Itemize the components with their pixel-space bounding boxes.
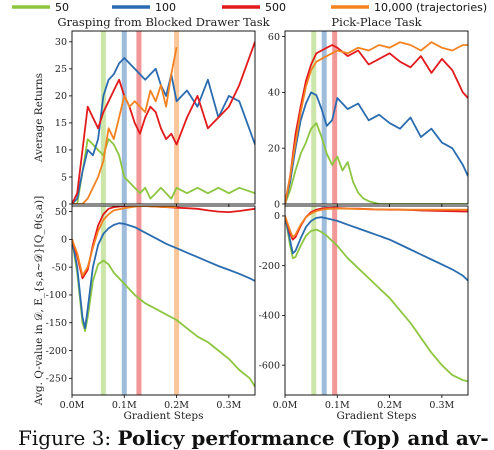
series-group bbox=[285, 41, 468, 204]
xtick-label-2: 0.2M bbox=[377, 400, 402, 411]
ytick-label-3: -100 bbox=[46, 290, 67, 301]
ytick-label-0: -600 bbox=[259, 360, 280, 371]
ytick-label-1: -200 bbox=[46, 346, 67, 357]
ytick-label-4: -50 bbox=[52, 262, 67, 273]
vline-band-2 bbox=[332, 31, 338, 204]
vline-band-0 bbox=[100, 31, 106, 204]
xtick-label-3: 0.3M bbox=[216, 400, 241, 411]
axes-frame bbox=[71, 30, 256, 205]
series-line-2 bbox=[285, 44, 468, 204]
ytick-label-1: -400 bbox=[259, 311, 280, 322]
xtick-label-0: 0.0M bbox=[273, 400, 298, 411]
ytick-label-1: 20 bbox=[268, 143, 280, 154]
ytick-label-6: 30 bbox=[55, 37, 67, 48]
vline-band-1 bbox=[121, 31, 127, 204]
chart-panel-1: 0 20 40 60 Pick-Place Task bbox=[268, 15, 469, 210]
ytick-label-0: -250 bbox=[46, 374, 67, 385]
series-line-3 bbox=[285, 207, 468, 238]
vline-band-2 bbox=[136, 31, 142, 204]
vline-band-2 bbox=[136, 206, 142, 395]
ytick-label-2: 10 bbox=[55, 145, 67, 156]
vline-band-3 bbox=[174, 31, 180, 204]
xtick-label-0: 0.0M bbox=[60, 400, 85, 411]
y-axis-label: Average Returns bbox=[33, 73, 45, 163]
panels: 0 5 10 15 20 25 30 Grasping from Blocked Drawer… bbox=[33, 15, 469, 422]
series-group bbox=[72, 206, 255, 388]
x-axis-label: Gradient Steps bbox=[336, 410, 416, 422]
x-axis-label: Gradient Steps bbox=[123, 410, 203, 422]
chart-panel-0: 0 5 10 15 20 25 30 Grasping from Blocked Drawer… bbox=[33, 15, 271, 210]
y-axis-label: Avg. Q-value in 𝒟, E_{s,a∼𝒟}[Q_θ(s,a)] bbox=[33, 196, 45, 406]
series-line-0 bbox=[72, 239, 255, 388]
legend-label-0: 50 bbox=[55, 1, 69, 14]
ytick-label-0: 0 bbox=[61, 199, 67, 210]
ytick-label-3: 0 bbox=[274, 211, 280, 222]
ytick-label-4: 20 bbox=[55, 91, 67, 102]
xtick-label-2: 0.2M bbox=[164, 400, 189, 411]
chart-title: Grasping from Blocked Drawer Task bbox=[57, 15, 270, 29]
caption-bold: Policy performance (Top) and av- bbox=[117, 426, 489, 450]
ytick-label-6: 50 bbox=[55, 207, 67, 218]
axes-frame bbox=[284, 30, 469, 205]
series-line-1 bbox=[285, 215, 468, 282]
series-line-1 bbox=[285, 91, 468, 204]
series-line-1 bbox=[72, 57, 255, 204]
series-group bbox=[285, 207, 468, 383]
vline-band-1 bbox=[321, 206, 327, 395]
chart-panel-3: -600 -400 -200 0 0.0M 0.1M 0.2M 0.3M Gradient St… bbox=[259, 205, 469, 422]
ytick-label-3: 15 bbox=[55, 118, 67, 129]
ytick-label-5: 25 bbox=[55, 64, 67, 75]
axes-frame bbox=[71, 205, 256, 396]
vline-band-1 bbox=[121, 206, 127, 395]
vline-band-3 bbox=[174, 206, 180, 395]
vline-band-2 bbox=[332, 206, 338, 395]
caption-prefix: Figure 3: bbox=[18, 426, 112, 450]
legend-label-1: 100 bbox=[155, 1, 176, 14]
xtick-label-1: 0.1M bbox=[325, 400, 350, 411]
axes-frame bbox=[284, 205, 469, 396]
legend-label-3: 10,000 (trajectories) bbox=[374, 1, 487, 14]
ytick-label-1: 5 bbox=[61, 172, 67, 183]
ytick-label-0: 0 bbox=[274, 199, 280, 210]
chart-title: Pick-Place Task bbox=[331, 15, 422, 29]
series-line-2 bbox=[72, 41, 255, 204]
series-line-3 bbox=[72, 47, 178, 204]
ytick-label-3: 60 bbox=[268, 32, 280, 43]
ytick-label-5: 0 bbox=[61, 235, 67, 246]
legend-label-2: 500 bbox=[265, 1, 286, 14]
xtick-label-3: 0.3M bbox=[429, 400, 454, 411]
series-line-0 bbox=[285, 122, 468, 204]
ytick-label-2: 40 bbox=[268, 88, 280, 99]
legend: 50 100 500 10,000 (trajectories) bbox=[12, 1, 487, 14]
vline-band-0 bbox=[100, 206, 106, 395]
figure-caption: Figure 3: Policy performance (Top) and a… bbox=[18, 426, 494, 450]
xtick-label-1: 0.1M bbox=[112, 400, 137, 411]
vline-band-0 bbox=[311, 206, 317, 395]
series-group bbox=[72, 41, 255, 204]
vline-band-0 bbox=[311, 31, 317, 204]
ytick-label-2: -200 bbox=[259, 261, 280, 272]
series-line-0 bbox=[285, 215, 468, 383]
ytick-label-2: -150 bbox=[46, 318, 67, 329]
series-line-1 bbox=[72, 222, 255, 330]
series-line-3 bbox=[285, 41, 468, 204]
